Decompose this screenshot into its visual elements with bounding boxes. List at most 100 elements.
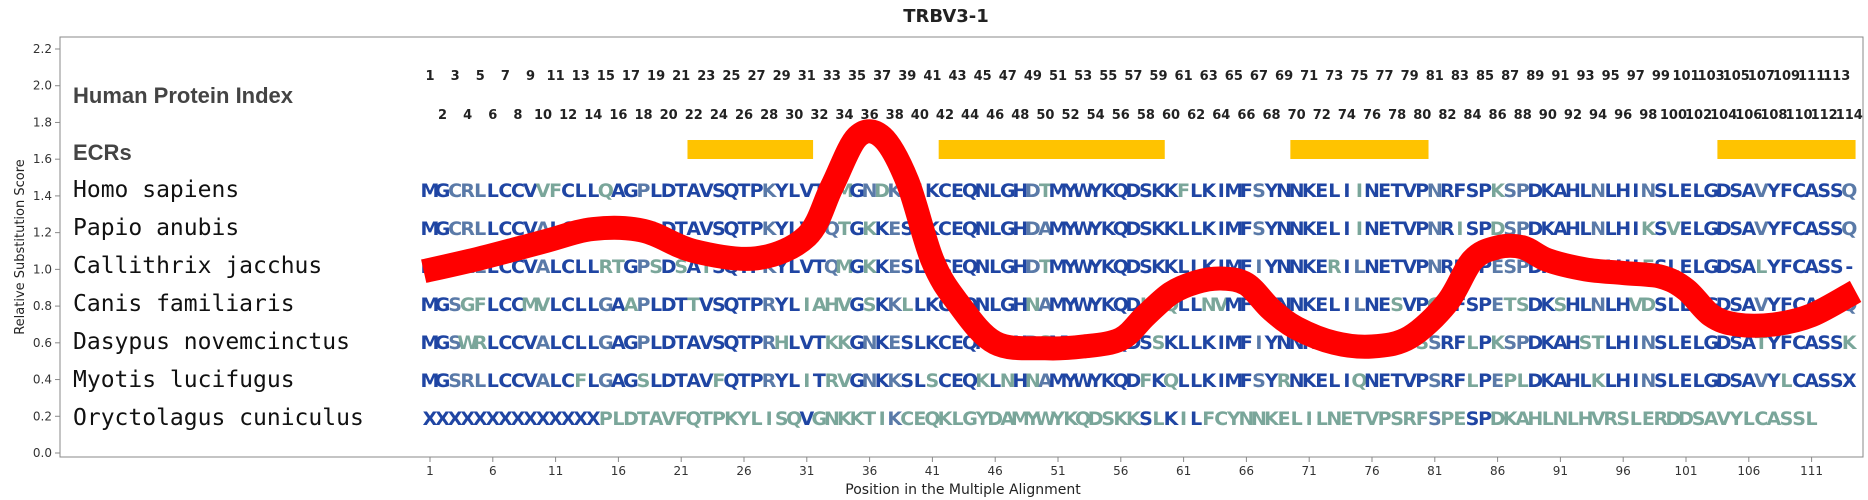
residue: T [738,180,751,202]
residue: G [1703,332,1719,354]
index-label: 41 [923,69,941,84]
residue: F [1453,370,1466,392]
residue: A [1741,218,1756,240]
residue: D [661,294,677,316]
residue: K [1101,256,1117,278]
index-label: 55 [1099,69,1117,84]
residue: G [435,294,451,316]
residue: L [1328,370,1340,392]
index-label: 108 [1760,108,1787,123]
residue: A [624,294,639,316]
residue: L [587,180,599,202]
index-label: 99 [1652,69,1670,84]
residue: E [1340,408,1353,430]
residue: G [1703,370,1719,392]
residue: V [699,180,714,202]
residue: D [1678,408,1694,430]
residue: Q [786,408,802,430]
residue: K [1164,256,1180,278]
residue: L [1693,180,1705,202]
residue: L [1178,218,1190,240]
residue: E [1491,370,1504,392]
residue: P [750,218,764,240]
y-tick-label: 2.2 [33,42,52,56]
x-axis: 1 6 11 16 21 26 31 36 41 46 51 56 61 66 71 76 81 86 91 96 10… [426,457,1823,478]
y-tick-label: 1.0 [33,262,52,276]
index-label: 16 [609,108,627,123]
residue: G [623,256,639,278]
residue: C [498,294,512,316]
residue: Y [1728,408,1743,430]
residue: H [1615,332,1631,354]
residue: C [498,370,512,392]
residue: S [1729,294,1743,316]
residue: Y [1088,370,1103,392]
index-label: 7 [501,69,510,84]
residue: L [1693,256,1705,278]
residue: D [1025,180,1041,202]
residue: C [511,218,525,240]
residue: S [712,332,726,354]
residue: N [1590,218,1606,240]
residue: P [1503,370,1517,392]
residue: I [1343,256,1350,278]
residue: K [1201,180,1217,202]
residue: S [1390,408,1404,430]
residue: H [1565,180,1581,202]
residue: G [962,408,978,430]
residue: R [1277,370,1292,392]
residue: S [926,370,940,392]
residue: E [951,370,964,392]
residue: T [1391,180,1404,202]
residue: D [987,408,1003,430]
residue: V [523,180,538,202]
residue: Q [723,332,739,354]
residue: E [1315,180,1328,202]
index-label: 62 [1187,108,1205,123]
residue: L [650,180,662,202]
residue: H [1578,408,1594,430]
residue: V [837,294,852,316]
residue: C [1792,370,1806,392]
index-label: 26 [735,108,753,123]
x-axis-label: Position in the Multiple Alignment [845,482,1081,498]
residue: C [900,408,914,430]
residue: L [1542,408,1554,430]
residue: C [498,218,512,240]
index-label: 50 [1036,108,1054,123]
residue: F [675,408,688,430]
residue: G [435,370,451,392]
residue: K [1641,218,1657,240]
index-label: 79 [1401,69,1419,84]
residue: V [799,256,814,278]
residue: Y [1226,408,1241,430]
residue: E [888,256,901,278]
residue: S [1428,370,1442,392]
residue: T [738,294,751,316]
residue: D [661,256,677,278]
residue: L [1178,332,1190,354]
y-tick-label: 1.2 [33,226,52,240]
residue: W [1035,408,1056,430]
residue: S [1830,256,1844,278]
residue: L [1190,294,1202,316]
index-label: 100 [1660,108,1687,123]
residue: K [1302,180,1318,202]
x-tick-label: 51 [1050,464,1065,478]
residue: C [1792,256,1806,278]
residue: F [712,370,725,392]
residue: V [1754,370,1769,392]
residue: V [523,370,538,392]
index-label: 95 [1602,69,1620,84]
residue: A [686,370,701,392]
residue: T [675,180,688,202]
residue: G [812,408,828,430]
residue: V [799,332,814,354]
residue: N [1276,180,1292,202]
residue: A [611,294,626,316]
residue: G [598,294,614,316]
residue: L [1353,294,1365,316]
residue: S [1729,370,1743,392]
residue: R [599,256,614,278]
residue: N [1590,294,1606,316]
